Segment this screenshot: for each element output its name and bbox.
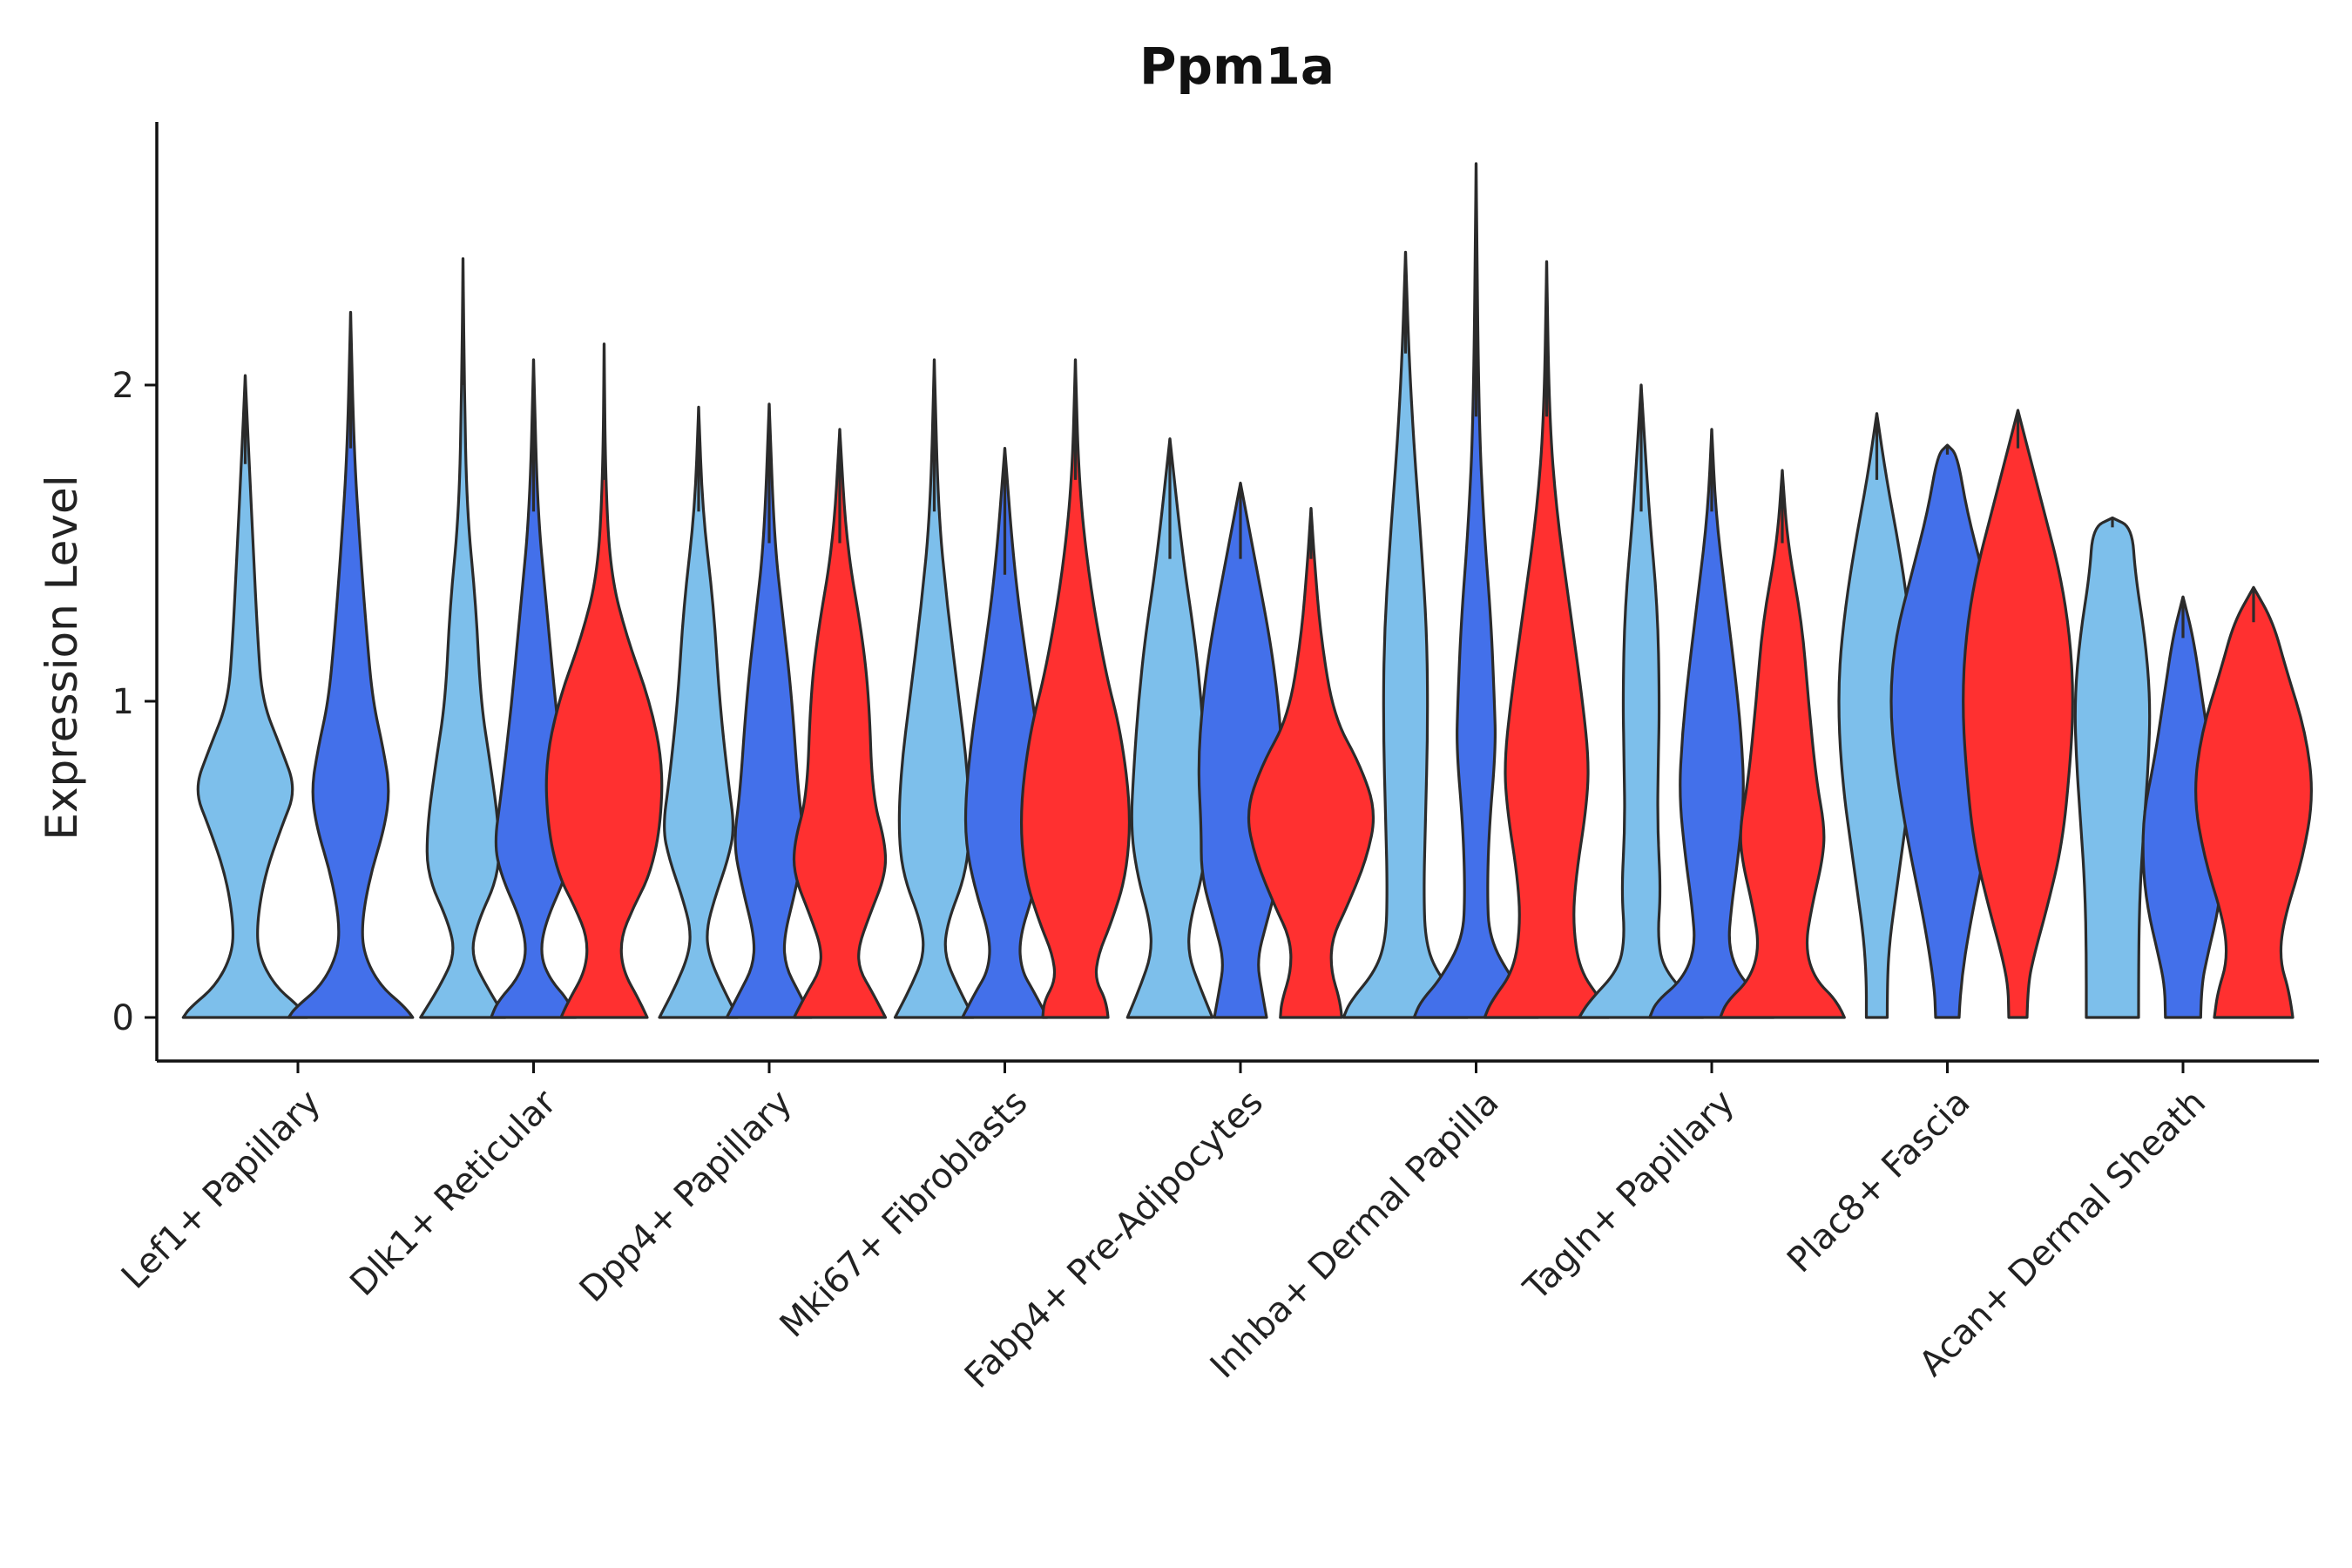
x-tick-label: Lef1+ Papillary — [114, 1083, 328, 1297]
violin-7-3 — [1719, 469, 1846, 1019]
violin-3-1 — [658, 405, 740, 1019]
violin-7-2 — [1648, 428, 1775, 1019]
violin-9-3 — [2194, 585, 2313, 1019]
y-tick-label: 1 — [112, 682, 134, 722]
violins-layer — [181, 162, 2313, 1019]
violin-2-3 — [544, 342, 664, 1019]
violin-3-3 — [792, 428, 888, 1019]
violin-1-2 — [287, 310, 415, 1019]
y-tick-label: 0 — [112, 998, 134, 1038]
x-tick-label: Dpp4+ Papillary — [572, 1083, 800, 1310]
chart-title: Ppm1a — [1139, 37, 1335, 96]
y-axis-label: Expression Level — [37, 475, 87, 840]
violin-9-1 — [2073, 516, 2152, 1019]
x-tick-label: Plac8+ Fascia — [1780, 1083, 1978, 1281]
x-tick-label: Mki67+ Fibroblasts — [773, 1083, 1036, 1346]
y-tick-label: 2 — [112, 366, 134, 406]
violin-5-3 — [1247, 507, 1375, 1019]
violin-1-1 — [181, 374, 309, 1019]
x-tick-label: Dlk1+ Reticular — [342, 1082, 564, 1304]
violin-6-3 — [1483, 260, 1611, 1019]
x-tick-label: Tagln+ Papillary — [1516, 1083, 1742, 1309]
violin-6-1 — [1342, 250, 1470, 1019]
violin-8-3 — [1962, 409, 2074, 1019]
